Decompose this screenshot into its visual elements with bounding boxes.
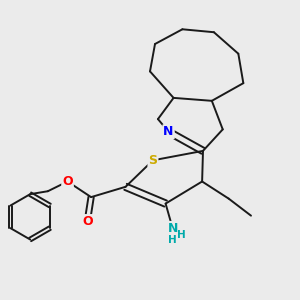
Text: N: N — [168, 221, 179, 235]
Text: H: H — [177, 230, 186, 239]
Text: O: O — [82, 215, 93, 228]
Text: O: O — [62, 175, 73, 188]
Text: S: S — [148, 154, 158, 167]
Text: H: H — [168, 235, 177, 245]
Text: N: N — [164, 125, 174, 138]
